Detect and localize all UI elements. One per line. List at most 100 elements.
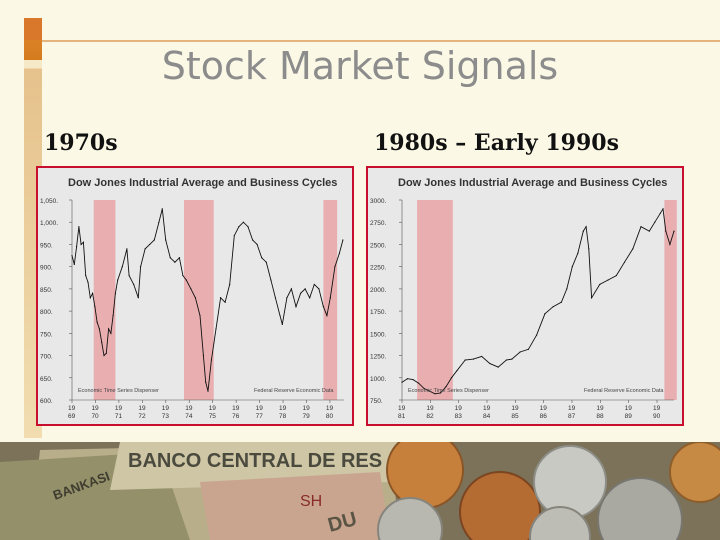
data-point: [105, 352, 107, 354]
data-point: [190, 288, 192, 290]
x-tick-label: 76: [232, 413, 240, 420]
data-point: [286, 297, 288, 299]
data-point: [665, 230, 667, 232]
source-right: Federal Reserve Economic Data: [254, 388, 334, 394]
data-point: [472, 358, 475, 360]
x-tick-label: 19: [455, 405, 463, 412]
data-point: [261, 257, 263, 259]
source-left: Economic Time Series Dispenser: [408, 388, 489, 394]
x-tick-label: 89: [625, 413, 633, 420]
data-point: [82, 241, 85, 243]
data-point: [342, 239, 344, 241]
data-point: [98, 328, 101, 330]
data-point: [640, 226, 642, 228]
data-point: [96, 321, 98, 323]
data-point: [552, 306, 554, 308]
data-point: [94, 306, 96, 308]
data-point: [224, 301, 226, 303]
data-point: [511, 358, 513, 360]
data-point: [577, 252, 579, 254]
data-point: [623, 261, 626, 263]
y-tick-label: 1000.: [370, 376, 386, 383]
data-point: [290, 288, 293, 290]
x-tick-label: 78: [279, 413, 287, 420]
data-point: [588, 248, 590, 250]
data-point: [161, 208, 163, 210]
x-tick-label: 19: [426, 405, 434, 412]
x-tick-label: 19: [540, 405, 548, 412]
data-point: [107, 328, 110, 330]
data-point: [326, 314, 328, 317]
data-point: [194, 297, 197, 299]
x-tick-label: 19: [398, 405, 406, 412]
x-tick-label: 72: [138, 413, 146, 420]
data-point: [91, 292, 94, 294]
y-tick-label: 1,000.: [40, 220, 58, 227]
data-point: [199, 314, 201, 317]
y-tick-label: 2250.: [370, 265, 386, 272]
x-tick-label: 19: [511, 405, 519, 412]
y-tick-label: 750.: [40, 331, 53, 338]
data-point: [78, 226, 80, 228]
data-point: [304, 288, 306, 290]
y-tick-label: 850.: [40, 287, 53, 294]
slide-title: Stock Market Signals: [161, 44, 559, 88]
x-tick-label: 82: [426, 413, 434, 420]
data-point: [85, 274, 87, 277]
data-point: [149, 243, 151, 246]
chart-1980s-svg: Dow Jones Industrial Average and Busines…: [370, 177, 677, 420]
y-tick-label: 2500.: [370, 242, 386, 249]
data-point: [126, 248, 128, 250]
x-tick-label: 19: [625, 405, 633, 412]
data-point: [585, 226, 587, 228]
y-tick-label: 800.: [40, 309, 53, 316]
data-point: [456, 370, 458, 372]
data-point: [439, 392, 442, 394]
data-point: [133, 283, 135, 286]
accent-bar-cap: [24, 18, 42, 40]
coin-1: [386, 442, 464, 509]
x-tick-label: 19: [568, 405, 576, 412]
data-point: [519, 351, 521, 353]
data-point: [648, 230, 650, 232]
data-point: [607, 279, 609, 281]
data-point: [445, 386, 447, 388]
data-point: [165, 239, 167, 241]
data-point: [215, 328, 217, 330]
data-point: [450, 377, 453, 379]
data-point: [590, 297, 593, 299]
data-point: [423, 387, 425, 390]
data-point: [318, 288, 320, 290]
coin-7: [529, 506, 591, 540]
money-photo: BANCO CENTRAL DE RES SH BANKASI DU: [0, 442, 720, 540]
data-point: [527, 348, 529, 350]
accent-line: [42, 40, 720, 42]
data-point: [233, 234, 235, 237]
x-tick-label: 79: [302, 413, 310, 420]
x-tick-label: 19: [232, 405, 240, 412]
x-tick-label: 19: [185, 405, 193, 412]
data-point: [174, 261, 176, 263]
data-point: [71, 254, 73, 257]
data-point: [560, 301, 562, 303]
recession-band: [184, 200, 214, 400]
data-point: [185, 279, 187, 281]
data-point: [329, 297, 331, 299]
data-point: [536, 334, 538, 336]
x-tick-label: 86: [540, 413, 548, 420]
recession-band: [664, 200, 677, 400]
data-point: [615, 274, 617, 277]
x-tick-label: 19: [68, 405, 76, 412]
money-photo-art: BANCO CENTRAL DE RES SH BANKASI DU: [0, 442, 720, 540]
data-point: [279, 314, 281, 317]
data-point: [281, 323, 283, 326]
chart-1970s-svg: Dow Jones Industrial Average and Busines…: [40, 177, 344, 420]
coin-5: [669, 442, 720, 503]
data-point: [659, 212, 661, 214]
x-tick-label: 85: [511, 413, 519, 420]
data-point: [632, 248, 634, 250]
data-point: [406, 378, 409, 380]
data-point: [251, 239, 254, 241]
data-point: [121, 266, 123, 268]
source-right: Federal Reserve Economic Data: [584, 388, 664, 394]
